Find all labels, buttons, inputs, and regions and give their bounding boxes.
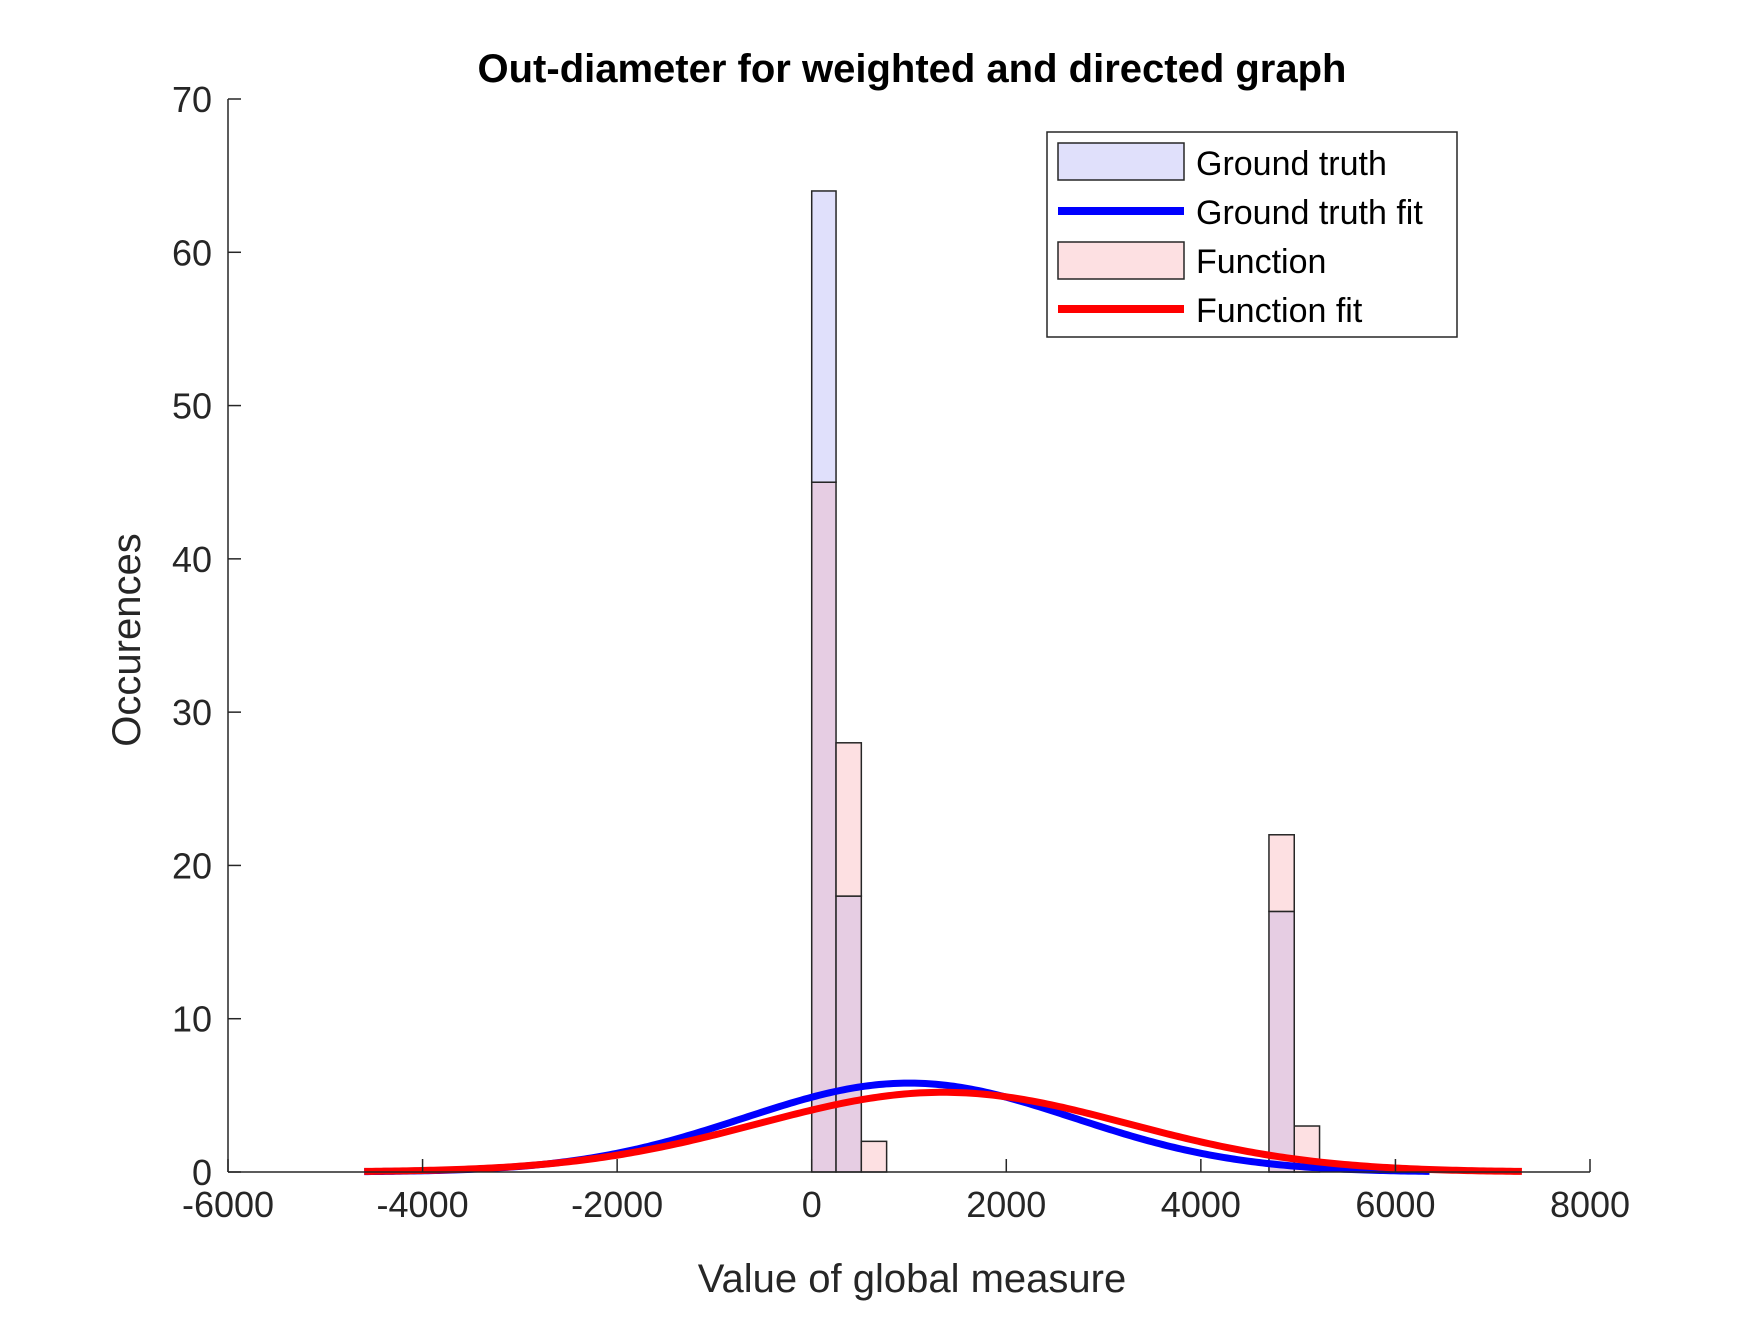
function-fit-curve <box>364 1088 1522 1175</box>
legend: Ground truth Ground truth fit Function F… <box>1046 131 1458 338</box>
y-axis-label: Occurences <box>105 533 149 746</box>
y-tick-label: 40 <box>172 539 212 580</box>
x-tick-label: 2000 <box>966 1184 1046 1225</box>
histogram-bar-overlap <box>1268 910 1296 1173</box>
y-tick-label: 20 <box>172 845 212 886</box>
y-tick-label: 0 <box>192 1152 212 1193</box>
x-tick-label: 6000 <box>1355 1184 1435 1225</box>
axes: -6000 -4000 -2000 0 2000 4000 6000 8000 0 10 20 30 4… <box>172 79 1630 1225</box>
x-axis-label: Value of global measure <box>698 1257 1126 1301</box>
legend-label-ground-truth-fit: Ground truth fit <box>1196 194 1423 232</box>
x-tick-label: -6000 <box>182 1184 274 1225</box>
histogram-bar-ground-truth <box>810 190 837 483</box>
x-tick-label: 4000 <box>1161 1184 1241 1225</box>
histogram-bar-function <box>835 742 863 897</box>
histogram-bar-function <box>860 1140 888 1173</box>
histogram-bar-overlap <box>835 895 863 1173</box>
y-tick-label: 60 <box>172 232 212 273</box>
legend-swatch-function <box>1057 241 1185 280</box>
histogram-bar-function <box>1268 834 1296 913</box>
chart-title: Out-diameter for weighted and directed g… <box>478 47 1347 91</box>
y-tick-label: 30 <box>172 692 212 733</box>
histogram-bar-overlap <box>810 481 837 1173</box>
y-tick-label: 70 <box>172 79 212 120</box>
bars-layer <box>810 190 1321 1173</box>
legend-label-function-fit: Function fit <box>1196 292 1363 330</box>
fit-curves-layer <box>364 1079 1522 1176</box>
x-tick-label: -4000 <box>377 1184 469 1225</box>
legend-label-ground-truth: Ground truth <box>1196 145 1387 183</box>
x-tick-label: 0 <box>802 1184 822 1225</box>
y-tick-label: 10 <box>172 999 212 1040</box>
legend-swatch-ground-truth <box>1057 142 1185 181</box>
y-tick-label: 50 <box>172 386 212 427</box>
legend-label-function: Function <box>1196 243 1326 281</box>
x-tick-label: 8000 <box>1550 1184 1630 1225</box>
x-tick-label: -2000 <box>571 1184 663 1225</box>
